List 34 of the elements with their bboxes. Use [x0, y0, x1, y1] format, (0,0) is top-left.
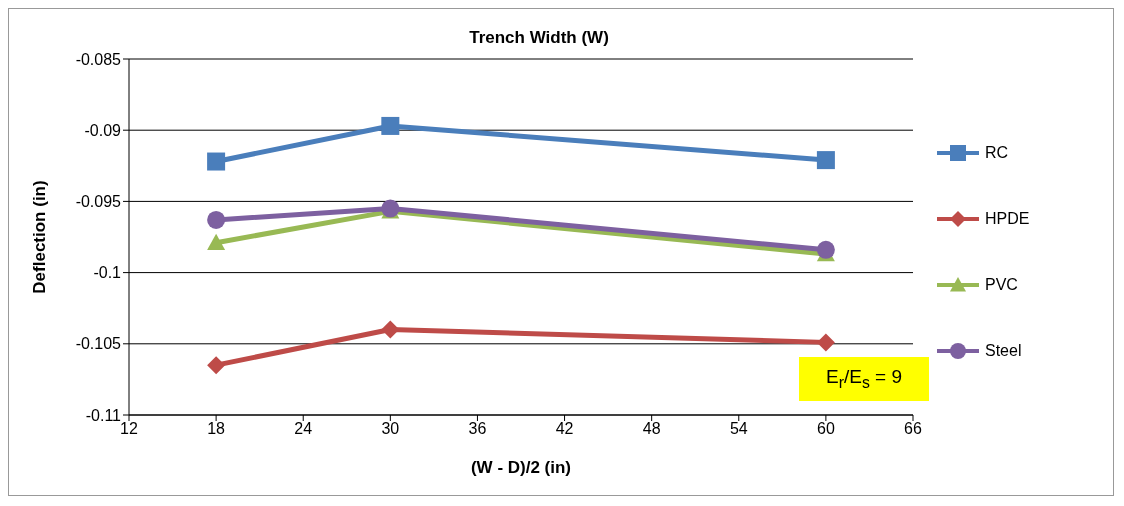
legend-label: HPDE: [985, 210, 1030, 228]
x-tick-label: 24: [294, 420, 313, 438]
chart-title: Trench Width (W): [469, 28, 609, 47]
legend-label: Steel: [985, 342, 1022, 360]
y-tick-label: -0.11: [85, 406, 122, 424]
x-axis-title: (W - D)/2 (in): [470, 458, 572, 477]
legend-label: RC: [985, 144, 1009, 162]
x-tick-label: 48: [642, 420, 661, 438]
y-tick-label: -0.085: [75, 50, 122, 68]
x-tick-label: 12: [120, 420, 138, 438]
point: [207, 152, 226, 171]
point: [816, 333, 835, 352]
x-tick-label: 42: [555, 420, 574, 438]
point: [381, 116, 400, 135]
x-tick-label: 36: [468, 420, 487, 438]
y-tick-label: -0.095: [75, 193, 122, 211]
point: [207, 356, 226, 375]
y-tick-label: -0.09: [84, 121, 122, 139]
point: [816, 240, 835, 259]
annotation: E$_{r}$/E$_{s}$ = 9: [825, 366, 903, 392]
legend-label: PVC: [985, 276, 1018, 294]
point: [816, 151, 835, 170]
y-axis-title: Deflection (in): [30, 180, 50, 294]
x-tick-label: 54: [729, 420, 748, 438]
point: [381, 320, 400, 339]
note-box: E$_{r}$/E$_{s}$ = 9: [799, 357, 929, 401]
x-tick-label: 30: [381, 420, 400, 438]
point: [207, 210, 226, 229]
x-tick-label: 18: [207, 420, 226, 438]
y-tick-label: -0.105: [75, 335, 122, 353]
x-tick-label: 66: [904, 420, 922, 438]
y-tick-label: -0.1: [93, 264, 122, 282]
x-tick-label: 60: [816, 420, 835, 438]
point: [207, 233, 226, 250]
